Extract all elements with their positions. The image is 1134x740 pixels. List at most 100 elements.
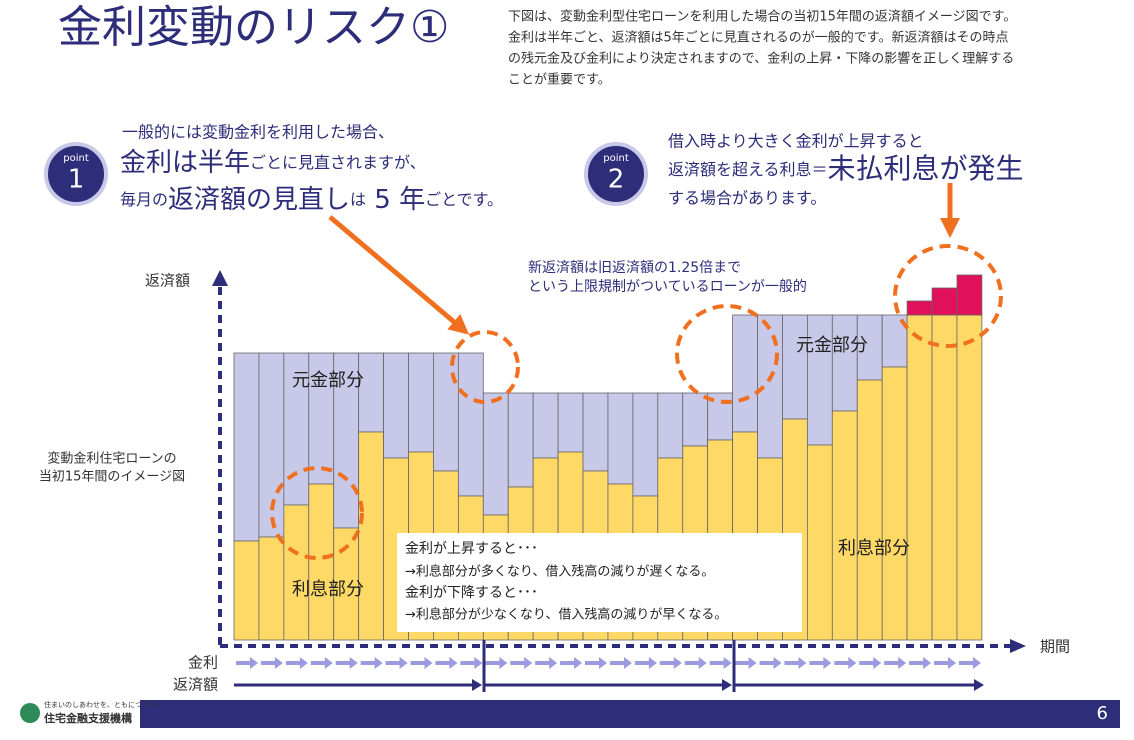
- rate-arrow-head: [349, 657, 358, 669]
- principal-segment: [283, 352, 310, 506]
- rate-arrow-head: [324, 657, 333, 669]
- unpaid-interest: [956, 274, 983, 316]
- point1: point 1 一般的には変動金利を利用した場合、 金利は半年ごとに見直されます…: [44, 123, 503, 215]
- text: ごとです。: [425, 190, 503, 209]
- emphasis: 5 年: [366, 185, 425, 215]
- badge-number: 1: [68, 165, 85, 195]
- explanation: 金利が上昇すると･･･: [405, 541, 538, 557]
- rate-arrow-head: [673, 657, 682, 669]
- rate-arrow-head: [623, 657, 632, 669]
- principal-segment: [358, 352, 384, 433]
- point2: point 2 借入時より大きく金利が上昇すると 返済額を超える利息＝未払利息が…: [584, 132, 1024, 208]
- principal-label: 元金部分: [292, 370, 364, 391]
- rate-arrow-head: [948, 657, 957, 669]
- slide-title: 金利変動のリスク①: [58, 2, 449, 53]
- rate-arrow-head: [474, 657, 483, 669]
- description-line: の残元金及び金利により決定されますので、金利の上昇・下降の影響を正しく理解する: [508, 51, 1014, 67]
- principal-segment: [308, 352, 335, 485]
- rate-arrow-head: [424, 657, 433, 669]
- point-text: 一般的には変動金利を利用した場合、: [122, 123, 394, 142]
- x-axis-label: 期間: [1040, 638, 1070, 656]
- rate-arrow-head: [449, 657, 458, 669]
- arrow: [328, 215, 470, 335]
- interest-segment: [358, 431, 384, 641]
- principal-segment: [782, 314, 808, 420]
- point-badge: [44, 142, 108, 206]
- rate-arrow-head: [698, 657, 707, 669]
- rate-arrow-head: [574, 657, 583, 669]
- interest-segment: [258, 536, 285, 641]
- principal-segment: [233, 352, 260, 542]
- interest-segment: [831, 410, 858, 641]
- rate-arrow-head: [549, 657, 558, 669]
- emphasis: 未払利息が発生: [828, 152, 1024, 185]
- rate-arrow-head: [972, 657, 981, 669]
- unpaid-interest: [931, 287, 958, 316]
- interest-segment: [856, 379, 883, 641]
- rate-arrow-head: [399, 657, 408, 669]
- principal-label: 元金部分: [796, 335, 868, 356]
- payment-arrow-head: [722, 679, 732, 691]
- page-number: 6: [1097, 703, 1108, 724]
- interest-segment: [283, 504, 310, 641]
- explanation: →利息部分が少なくなり、借入残高の減りが早くなる。: [405, 607, 727, 623]
- interest-segment: [233, 540, 260, 641]
- row-label: 返済額: [173, 676, 218, 694]
- timeline-rows: [234, 640, 984, 692]
- rate-arrow-head: [299, 657, 308, 669]
- explanation: →利息部分が多くなり、借入残高の減りが遅くなる。: [405, 564, 714, 580]
- explanation: 金利が下降すると･･･: [405, 585, 538, 601]
- rate-arrow-head: [773, 657, 782, 669]
- interest-label: 利息部分: [838, 538, 910, 559]
- principal-segment: [482, 392, 509, 516]
- point-text: 金利は半年ごとに見直されますが、: [120, 148, 426, 178]
- principal-segment: [831, 314, 858, 412]
- rate-arrow-head: [599, 657, 608, 669]
- interest-label: 利息部分: [292, 579, 364, 600]
- rate-arrow-head: [499, 657, 508, 669]
- principal-segment: [856, 314, 883, 381]
- interest-segment: [806, 444, 833, 641]
- badge-label: point: [63, 153, 89, 164]
- rate-arrow-head: [648, 657, 657, 669]
- principal-segment: [657, 392, 684, 459]
- explanation-box: [397, 533, 802, 632]
- interest-segment: [956, 314, 983, 641]
- interest-segment: [931, 314, 958, 641]
- description-line: 下図は、変動金利型住宅ローンを利用した場合の当初15年間の返済額イメージ図です。: [508, 9, 1016, 25]
- footer-bar: [140, 700, 1120, 728]
- side-label: 当初15年間のイメージ図: [39, 470, 185, 485]
- badge-number: 2: [608, 165, 625, 195]
- text: は: [350, 190, 366, 209]
- principal-segment: [582, 392, 609, 472]
- principal-segment: [532, 392, 559, 459]
- description: 下図は、変動金利型住宅ローンを利用した場合の当初15年間の返済額イメージ図です。…: [508, 9, 1016, 88]
- principal-segment: [607, 392, 634, 485]
- principal-segment: [806, 314, 833, 446]
- description-line: ことが重要です。: [508, 72, 611, 88]
- interest-segment: [906, 314, 933, 641]
- rate-arrow-head: [524, 657, 533, 669]
- rate-arrow-head: [898, 657, 907, 669]
- y-axis-label: 返済額: [145, 272, 190, 290]
- rate-arrow-head: [923, 657, 932, 669]
- rate-arrow-head: [374, 657, 383, 669]
- principal-segment: [433, 352, 459, 472]
- rate-arrow-head: [873, 657, 882, 669]
- rate-arrow-head: [823, 657, 832, 669]
- x-axis-arrow: [1010, 639, 1026, 653]
- rate-arrow-head: [250, 657, 258, 669]
- text: 返済額を超える利息＝: [668, 160, 828, 179]
- row-label: 金利: [188, 654, 218, 672]
- rate-arrow-head: [848, 657, 857, 669]
- rate-arrow-head: [748, 657, 757, 669]
- payment-arrow-head: [472, 679, 482, 691]
- logo-icon: [20, 703, 40, 723]
- point-text: 借入時より大きく金利が上昇すると: [668, 132, 924, 151]
- highlight-circles: [270, 244, 1003, 560]
- point-text: する場合があります。: [668, 189, 826, 208]
- principal-segment: [408, 352, 434, 453]
- principal-segment: [457, 352, 484, 497]
- description-line: 金利は半年ごと、返済額は5年ごとに見直されるのが一般的です。新返済額はその時点: [508, 30, 1008, 46]
